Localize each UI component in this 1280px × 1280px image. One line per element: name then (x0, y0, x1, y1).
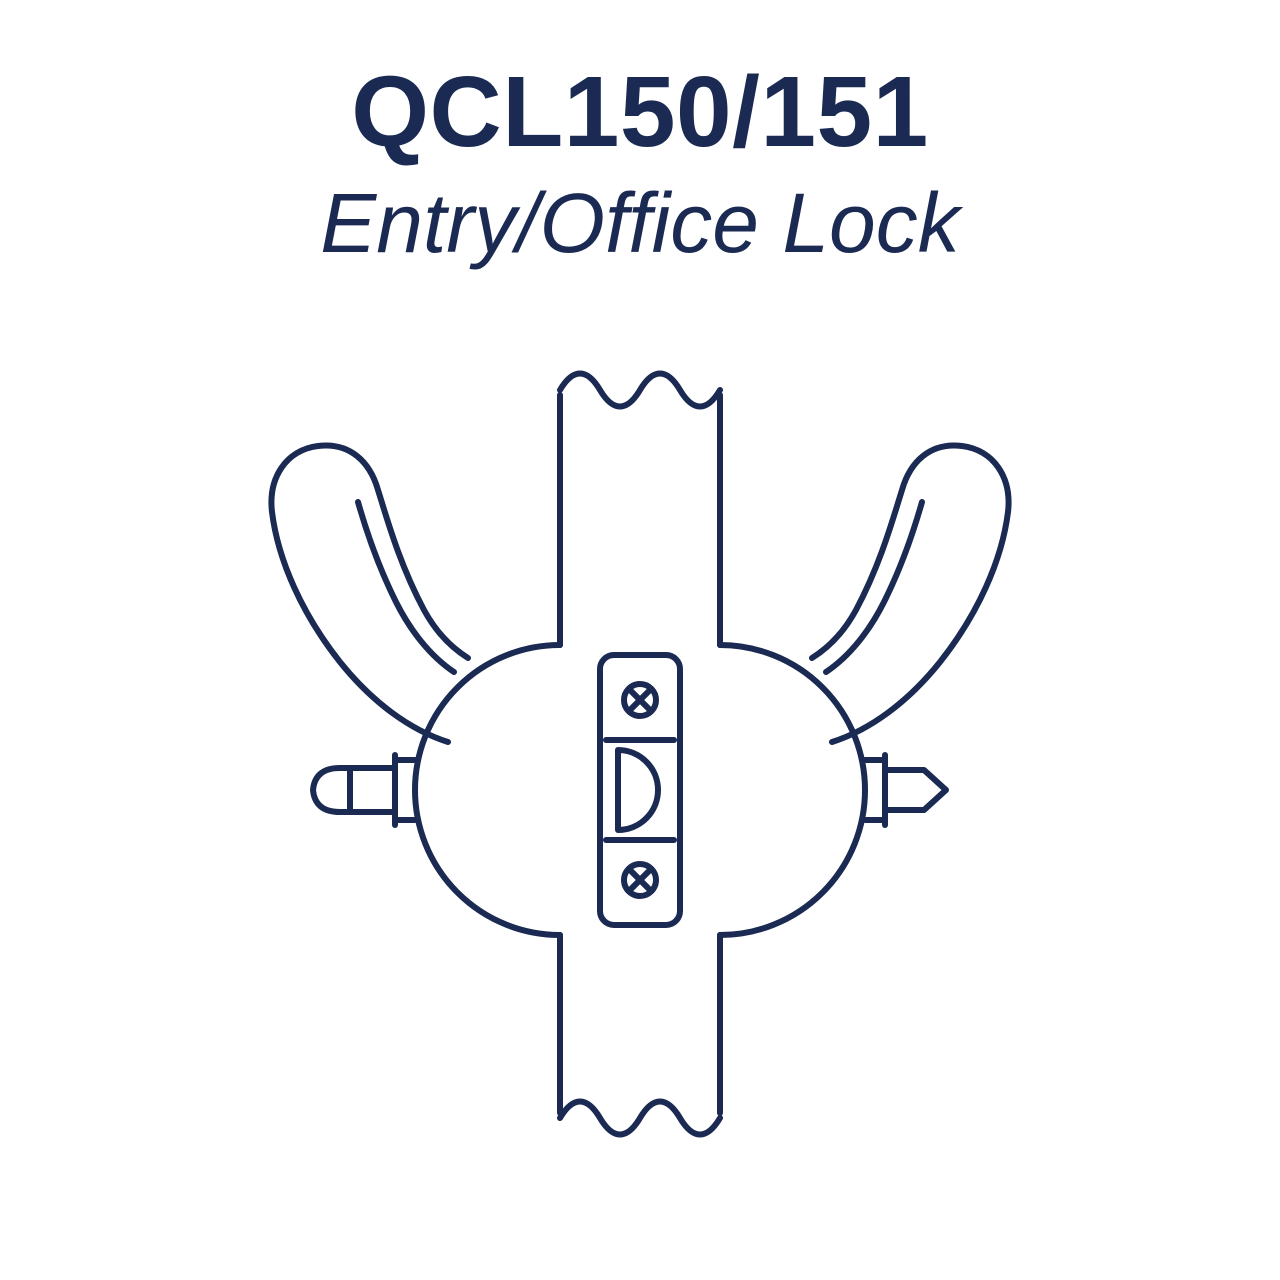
rose-right (720, 645, 865, 935)
latch-screw-top (624, 684, 656, 716)
turn-piece-icon (313, 768, 395, 812)
door-break-bottom (560, 1102, 720, 1135)
product-function-subtitle: Entry/Office Lock (0, 175, 1280, 272)
product-model-title: QCL150/151 (0, 55, 1280, 170)
latch-bolt (618, 750, 658, 830)
latch-faceplate (600, 655, 680, 925)
lever-right (812, 445, 1009, 742)
key-cylinder-icon (885, 770, 946, 810)
lever-right-inner (826, 502, 922, 672)
door-break-top (560, 374, 720, 407)
latch-screw-bottom (624, 864, 656, 896)
lever-left-inner (358, 502, 454, 672)
lever-left (271, 445, 468, 742)
rose-left (415, 645, 560, 935)
figure-container: QCL150/151 Entry/Office Lock (0, 0, 1280, 1280)
